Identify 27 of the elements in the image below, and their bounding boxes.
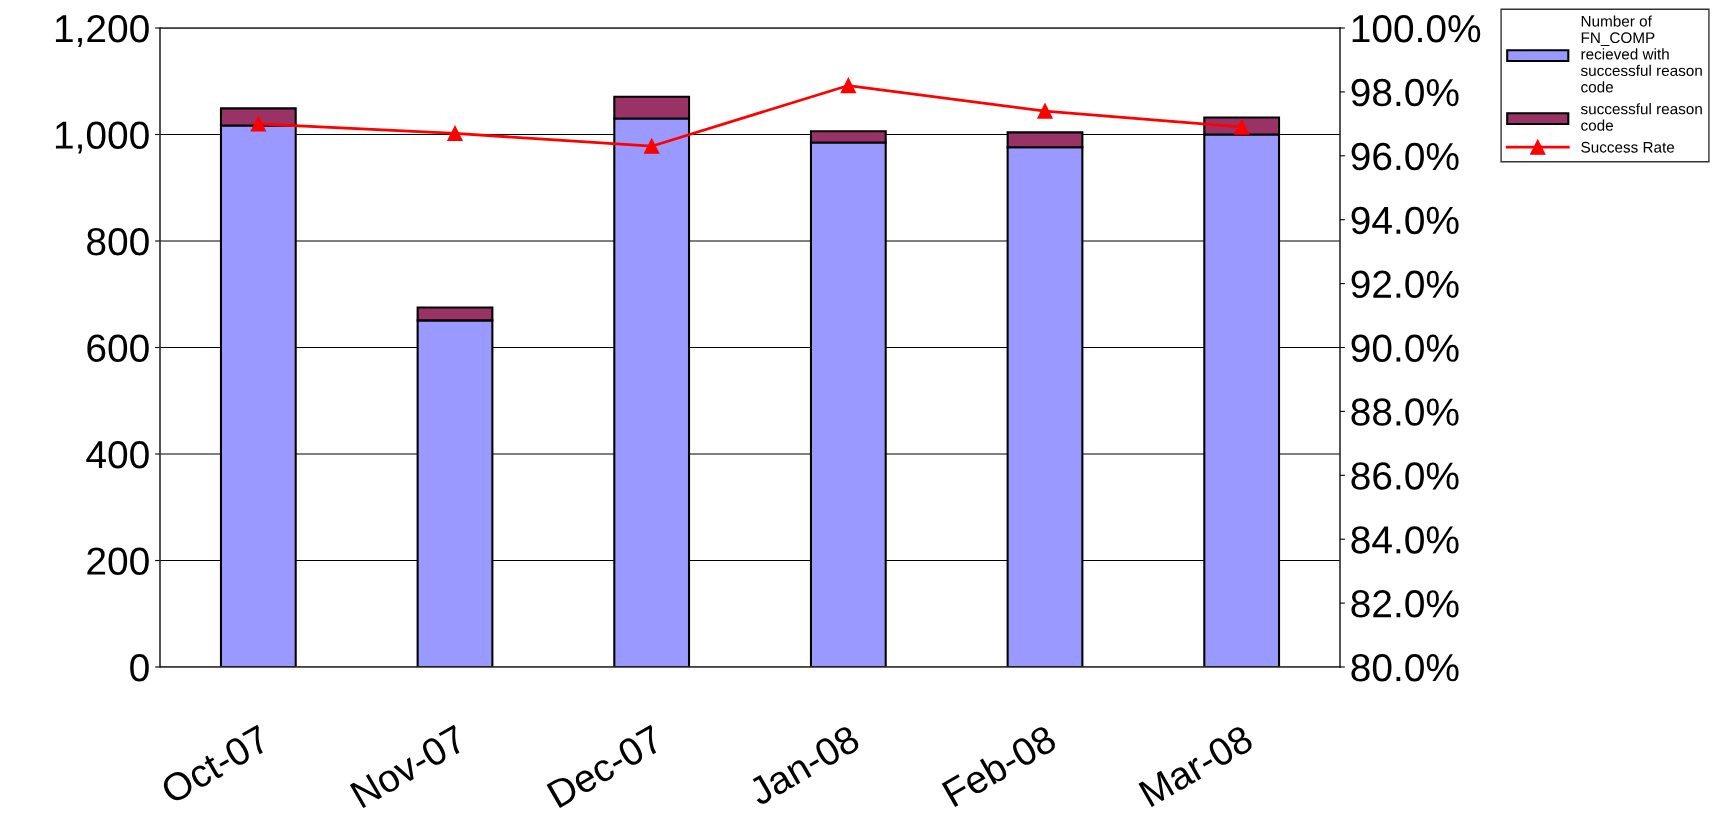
y-tick-label: 200 <box>87 547 149 575</box>
point <box>1037 103 1053 119</box>
y2-tick-label: 86.0% <box>1351 462 1459 490</box>
point <box>840 77 856 94</box>
point <box>1234 119 1250 135</box>
y-tick-label: 1,200 <box>55 14 149 48</box>
y-tick-label: 1,000 <box>55 121 149 154</box>
y2-tick-label: 94.0% <box>1351 206 1459 235</box>
y2-tick-label: 98.0% <box>1351 78 1459 107</box>
y2-tick-label: 100.0% <box>1352 14 1481 43</box>
y2-tick-label: 84.0% <box>1351 526 1459 554</box>
y-tick-label: 600 <box>87 334 149 362</box>
legend-label: Number of FN_COMP recieved with successful reason code <box>1580 15 1702 93</box>
y2-tick-label: 92.0% <box>1351 270 1459 299</box>
y2-tick-label: 88.0% <box>1351 398 1459 426</box>
y-tick-label: 800 <box>87 227 149 256</box>
y-tick-label: 0 <box>130 653 149 682</box>
y2-tick-label: 82.0% <box>1351 590 1459 618</box>
point <box>447 125 463 142</box>
y2-tick-label: 96.0% <box>1351 142 1459 171</box>
y2-tick-label: 90.0% <box>1351 334 1459 362</box>
point <box>644 138 660 154</box>
legend-label: successful reason code <box>1580 103 1702 131</box>
point <box>250 116 266 132</box>
y2-tick-label: 80.0% <box>1351 653 1459 682</box>
legend-label: Success Rate <box>1581 141 1675 153</box>
y-tick-label: 400 <box>86 440 149 469</box>
